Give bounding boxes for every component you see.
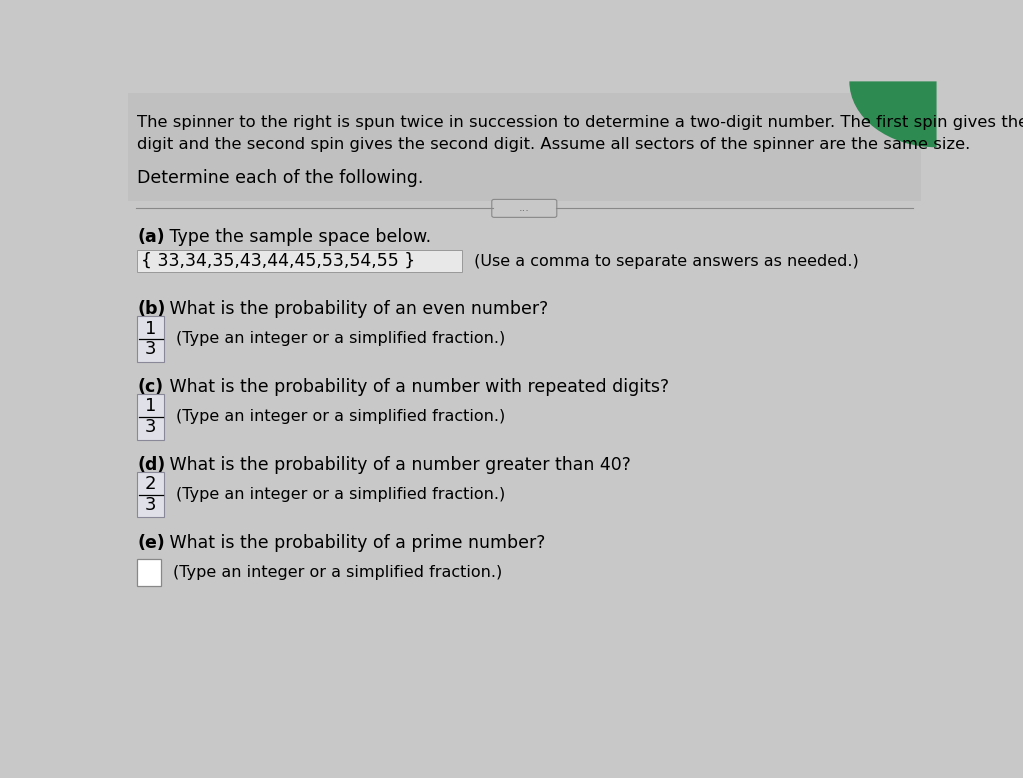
Text: 1: 1 <box>145 320 157 338</box>
Text: (Type an integer or a simplified fraction.): (Type an integer or a simplified fractio… <box>176 487 505 503</box>
Text: 1: 1 <box>145 398 157 415</box>
Text: (Use a comma to separate answers as needed.): (Use a comma to separate answers as need… <box>469 254 858 268</box>
Text: ...: ... <box>519 203 530 213</box>
Text: (b): (b) <box>137 300 166 318</box>
Text: What is the probability of a number with repeated digits?: What is the probability of a number with… <box>164 378 669 396</box>
Text: Type the sample space below.: Type the sample space below. <box>164 228 431 246</box>
Text: (c): (c) <box>137 378 164 396</box>
FancyBboxPatch shape <box>137 251 462 272</box>
FancyBboxPatch shape <box>137 559 162 586</box>
Text: 3: 3 <box>145 341 157 359</box>
Text: What is the probability of a prime number?: What is the probability of a prime numbe… <box>164 534 545 552</box>
Text: (Type an integer or a simplified fraction.): (Type an integer or a simplified fractio… <box>176 409 505 424</box>
Text: (d): (d) <box>137 456 166 474</box>
Text: (Type an integer or a simplified fraction.): (Type an integer or a simplified fractio… <box>173 565 502 580</box>
Text: (Type an integer or a simplified fraction.): (Type an integer or a simplified fractio… <box>176 331 505 346</box>
Text: (e): (e) <box>137 534 165 552</box>
Text: { 33,34,35,43,44,45,53,54,55 }: { 33,34,35,43,44,45,53,54,55 } <box>141 252 415 270</box>
Text: digit and the second spin gives the second digit. Assume all sectors of the spin: digit and the second spin gives the seco… <box>137 137 971 152</box>
Text: What is the probability of a number greater than 40?: What is the probability of a number grea… <box>164 456 630 474</box>
Text: 3: 3 <box>145 419 157 436</box>
Text: The spinner to the right is spun twice in succession to determine a two-digit nu: The spinner to the right is spun twice i… <box>137 114 1023 130</box>
Wedge shape <box>849 82 937 147</box>
Text: Determine each of the following.: Determine each of the following. <box>137 170 424 187</box>
Text: 3: 3 <box>145 496 157 514</box>
Text: (a): (a) <box>137 228 165 246</box>
FancyBboxPatch shape <box>137 394 165 440</box>
FancyBboxPatch shape <box>128 93 921 202</box>
FancyBboxPatch shape <box>137 472 165 517</box>
Text: What is the probability of an even number?: What is the probability of an even numbe… <box>164 300 547 318</box>
FancyBboxPatch shape <box>137 316 165 362</box>
FancyBboxPatch shape <box>492 199 557 217</box>
Text: 2: 2 <box>145 475 157 493</box>
